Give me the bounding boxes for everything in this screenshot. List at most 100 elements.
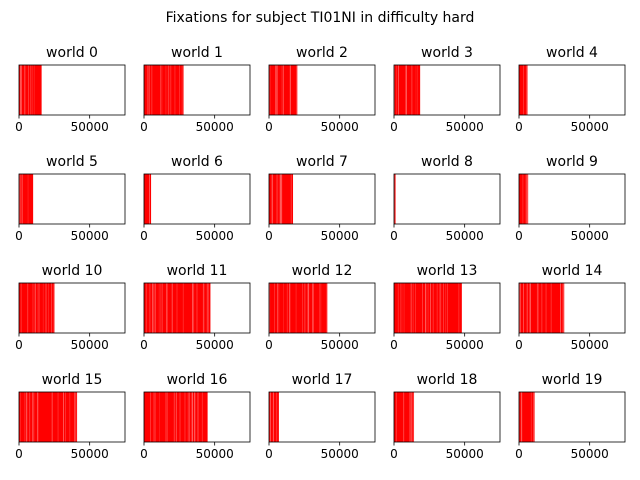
fixation-stripe <box>159 392 160 442</box>
panel-world-5: world 5 0 50000 <box>15 154 126 243</box>
fixation-stripe <box>152 283 153 333</box>
fixation-stripe <box>30 65 31 115</box>
fixation-stripe <box>193 283 195 333</box>
fixation-stripe <box>304 283 306 333</box>
axes-frame <box>393 391 501 443</box>
fixation-stripe <box>166 392 168 442</box>
panel-world-11: world 11 0 50000 <box>140 263 251 352</box>
fixation-stripe <box>25 392 27 442</box>
axes-frame <box>143 173 251 225</box>
fixation-stripe <box>307 283 309 333</box>
fixation-stripe <box>279 174 281 224</box>
fixation-stripe <box>403 283 405 333</box>
fixation-stripe <box>401 283 403 333</box>
fixation-stripe <box>400 283 401 333</box>
fixation-stripe <box>320 283 322 333</box>
x-tick-label: 0 <box>390 447 398 461</box>
axes-frame <box>143 391 251 443</box>
fixation-stripe <box>276 392 278 442</box>
fixation-stripe <box>24 65 26 115</box>
axes-frame <box>393 173 501 225</box>
axes-frame <box>268 282 376 334</box>
fixation-stripe <box>207 283 209 333</box>
fixation-stripe <box>202 283 205 333</box>
fixation-stripe <box>201 392 203 442</box>
fixation-stripe <box>183 65 184 115</box>
panel-world-15: world 15 0 50000 <box>15 372 126 461</box>
fixation-stripe <box>24 392 26 442</box>
x-tick-label: 50000 <box>571 120 609 134</box>
x-tick-label: 0 <box>265 338 273 352</box>
fixation-stripe <box>179 65 180 115</box>
panel-title: world 0 <box>46 45 98 61</box>
fixation-stripe <box>523 283 524 333</box>
fixation-stripe <box>191 392 193 442</box>
fixation-stripe <box>280 174 282 224</box>
fixation-stripe <box>153 392 155 442</box>
fixation-stripe <box>530 392 532 442</box>
fixation-stripe <box>403 392 405 442</box>
fixation-stripe <box>312 283 314 333</box>
panel-title: world 6 <box>171 154 223 170</box>
fixation-stripe <box>289 283 291 333</box>
fixation-stripe <box>165 65 167 115</box>
panel-world-8: world 8 0 50000 <box>390 154 501 243</box>
fixation-stripe <box>281 174 283 224</box>
axes-frame <box>18 282 126 334</box>
fixation-stripe <box>295 283 297 333</box>
fixation-stripe <box>560 283 561 333</box>
fixation-stripe <box>290 174 292 224</box>
fixation-stripe <box>526 65 528 115</box>
fixation-stripe <box>179 392 181 442</box>
x-tick-label: 50000 <box>71 447 109 461</box>
x-tick-label: 0 <box>265 120 273 134</box>
fixation-stripe <box>413 392 415 442</box>
fixation-stripe <box>28 65 29 115</box>
fixation-stripe <box>150 392 151 442</box>
x-tick-label: 0 <box>265 229 273 243</box>
fixation-stripe <box>20 65 22 115</box>
fixation-stripe <box>307 283 310 333</box>
fixation-stripe <box>37 283 39 333</box>
fixation-stripe <box>312 283 313 333</box>
axes-frame <box>518 282 626 334</box>
fixation-stripe <box>75 392 77 442</box>
fixation-stripe <box>196 283 198 333</box>
panel-title: world 15 <box>42 372 103 388</box>
fixation-stripe <box>296 65 298 115</box>
fixation-stripe <box>167 65 169 115</box>
fixation-stripe <box>149 174 151 224</box>
fixation-stripe <box>275 65 276 115</box>
x-tick-label: 0 <box>390 229 398 243</box>
x-tick-label: 0 <box>515 120 523 134</box>
fixation-stripe <box>398 65 399 115</box>
panel-title: world 14 <box>542 263 603 279</box>
fixation-stripe <box>269 392 271 442</box>
fixation-stripe <box>319 283 320 333</box>
fixation-stripe <box>406 65 407 115</box>
fixation-stripe <box>302 283 303 333</box>
panel-world-2: world 2 0 50000 <box>265 45 376 134</box>
panel-world-4: world 4 0 50000 <box>515 45 626 134</box>
fixation-stripe <box>436 283 438 333</box>
fixation-stripe <box>432 283 434 333</box>
fixation-stripe <box>170 65 172 115</box>
panel-title: world 19 <box>542 372 603 388</box>
fixation-stripe <box>394 65 395 115</box>
axes-frame <box>518 64 626 116</box>
fixation-span <box>19 283 55 333</box>
fixation-stripe <box>24 65 26 115</box>
panel-world-19: world 19 0 50000 <box>515 372 626 461</box>
panel-world-3: world 3 0 50000 <box>390 45 501 134</box>
fixation-stripe <box>527 174 529 224</box>
x-tick-label: 50000 <box>71 229 109 243</box>
fixation-stripe <box>197 392 199 442</box>
x-tick-label: 0 <box>15 447 23 461</box>
fixation-stripe <box>529 283 531 333</box>
axes-frame <box>143 282 251 334</box>
fixation-stripe <box>175 392 177 442</box>
fixation-stripe <box>446 283 448 333</box>
fixation-stripe <box>158 283 160 333</box>
panel-title: world 8 <box>421 154 473 170</box>
